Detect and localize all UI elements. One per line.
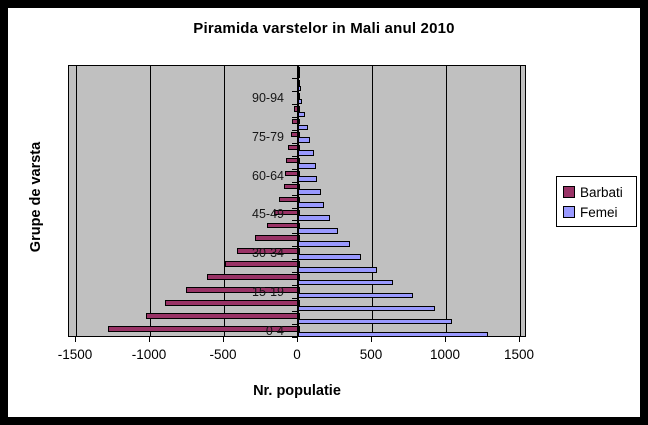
category-axis-tick	[292, 272, 298, 274]
legend-item-femei: Femei	[563, 202, 636, 222]
barbati-bar-80-84	[292, 118, 300, 125]
category-axis-tick	[292, 311, 298, 313]
barbati-bar-5-9	[145, 313, 300, 319]
legend-label-barbati: Barbati	[580, 184, 623, 200]
category-axis-tick	[292, 233, 298, 235]
x-axis-tick--1000	[149, 337, 150, 342]
category-label-45-49: 45-49	[252, 207, 284, 222]
barbati-bar-25-29	[225, 261, 300, 267]
x-tick-label-500: 500	[359, 347, 383, 362]
x-axis-tick--1500	[75, 337, 76, 342]
barbati-bar-30-34	[237, 248, 300, 254]
category-label-75-79: 75-79	[252, 129, 284, 144]
x-tick-label--1000: -1000	[131, 347, 167, 362]
x-axis-tick-0	[297, 337, 298, 342]
femei-bar-0-4	[298, 331, 488, 338]
femei-bar-70-74	[298, 150, 315, 156]
plot-area: 0-4 15-19 30-34 45-49 60-64 75-79 90-94	[68, 65, 526, 338]
category-axis-tick	[292, 324, 298, 326]
femei-bar-15-19	[298, 292, 414, 299]
category-axis-tick	[292, 298, 298, 300]
x-tick-label--500: -500	[209, 347, 237, 362]
category-axis-tick	[292, 65, 298, 67]
gridline-1000	[445, 66, 447, 336]
category-axis-tick	[292, 168, 298, 170]
x-axis-tick-1000	[445, 337, 446, 342]
category-label-90-94: 90-94	[252, 90, 284, 105]
femei-bar-40-44	[298, 228, 338, 234]
femei-bar-60-64	[298, 176, 317, 182]
category-axis-line	[297, 66, 299, 336]
x-tick-label-1000: 1000	[429, 347, 461, 362]
barbati-bar-40-44	[266, 222, 300, 229]
category-axis-tick	[292, 78, 298, 79]
chart-title: Piramida varstelor in Mali anul 2010	[193, 20, 455, 37]
category-label-15-19: 15-19	[252, 285, 284, 300]
gridline--1500	[75, 66, 77, 336]
femei-bar-50-54	[298, 202, 325, 208]
category-label-0-4: 0-4	[265, 324, 284, 338]
category-axis-tick	[292, 337, 298, 338]
y-axis-title: Grupe de varsta	[28, 141, 44, 253]
x-axis-tick-1500	[519, 337, 520, 342]
category-label-30-34: 30-34	[252, 246, 284, 261]
category-axis-tick	[292, 194, 298, 196]
category-axis-tick	[292, 103, 298, 105]
x-axis-title: Nr. populatie	[253, 383, 341, 399]
gridline-500	[371, 66, 373, 336]
gridline--1000	[149, 66, 151, 336]
femei-bar-20-24	[298, 279, 394, 286]
femei-bar-85-89	[298, 111, 305, 118]
barbati-bar-60-64	[284, 170, 300, 177]
category-axis-tick	[292, 129, 298, 131]
barbati-bar-75-79	[290, 131, 300, 138]
category-axis-tick	[292, 181, 298, 183]
femei-bar-75-79	[298, 137, 311, 144]
x-tick-label--1500: -1500	[57, 347, 93, 362]
barbati-bar-10-14	[164, 300, 300, 306]
barbati-bar-70-74	[288, 144, 300, 151]
category-axis-tick	[292, 220, 298, 222]
gridline--500	[223, 66, 225, 336]
femei-bar-80-84	[298, 124, 308, 131]
x-tick-label-0: 0	[293, 347, 301, 362]
x-axis-tick--500	[223, 337, 224, 342]
category-axis-tick	[292, 207, 298, 209]
gridline-1500	[519, 66, 521, 336]
x-tick-label-1500: 1500	[503, 347, 535, 362]
x-axis-tick-500	[371, 337, 372, 342]
barbati-bar-35-39	[255, 235, 300, 242]
barbati-bar-20-24	[206, 274, 300, 280]
barbati-bar-50-54	[278, 196, 300, 203]
category-axis-tick	[292, 142, 298, 144]
category-axis-tick	[292, 246, 298, 248]
barbati-bar-55-59	[283, 183, 300, 190]
femei-bar-25-29	[298, 266, 377, 273]
legend: Barbati Femei	[556, 176, 637, 227]
barbati-bar-85-89	[294, 105, 300, 112]
category-label-60-64: 60-64	[252, 168, 284, 183]
legend-swatch-barbati-icon	[563, 186, 575, 198]
barbati-bar-15-19	[185, 287, 300, 293]
femei-bar-5-9	[298, 318, 453, 325]
barbati-bar-45-49	[274, 209, 300, 216]
category-axis-tick	[292, 259, 298, 261]
category-axis-tick	[292, 90, 298, 92]
category-axis-tick	[292, 155, 298, 157]
femei-bar-35-39	[298, 241, 350, 247]
barbati-bar-0-4	[107, 326, 300, 332]
femei-bar-30-34	[298, 254, 362, 260]
femei-bar-10-14	[298, 305, 435, 312]
legend-item-barbati: Barbati	[563, 182, 636, 202]
category-axis-tick	[292, 285, 298, 287]
barbati-bar-65-69	[286, 157, 300, 164]
category-axis-tick	[292, 116, 298, 118]
femei-bar-45-49	[298, 215, 331, 221]
legend-label-femei: Femei	[580, 204, 618, 220]
femei-bar-55-59	[298, 189, 321, 195]
legend-swatch-femei-icon	[563, 206, 575, 218]
femei-bar-65-69	[298, 163, 316, 169]
